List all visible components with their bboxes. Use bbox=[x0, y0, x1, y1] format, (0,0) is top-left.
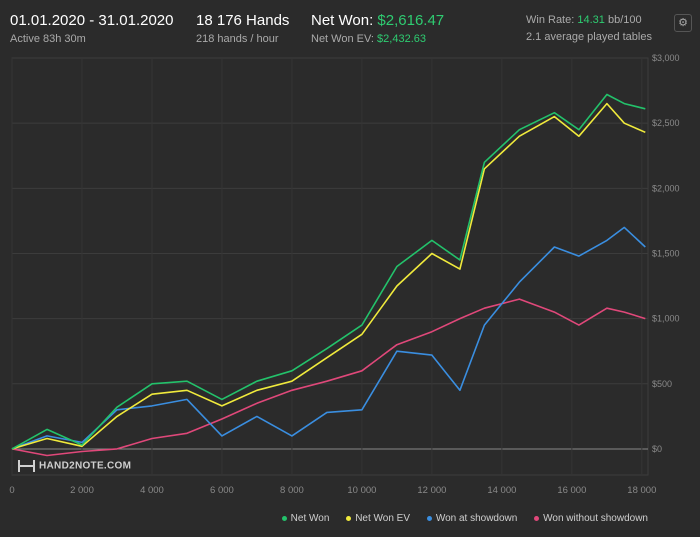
y-tick-label: $2,000 bbox=[652, 183, 680, 193]
x-tick-label: 6 000 bbox=[210, 485, 234, 496]
legend-label: Net Won bbox=[290, 513, 330, 524]
x-tick-label: 14 000 bbox=[487, 485, 516, 496]
x-tick-label: 4 000 bbox=[140, 485, 164, 496]
chart-ticks: $0 $500 $1,000 $1,500 $2,000 $2,500 $3,000 0 2 0… bbox=[9, 53, 679, 496]
y-tick-label: $1,000 bbox=[652, 314, 680, 324]
active-time: Active 83h 30m bbox=[10, 33, 86, 45]
win-rate-label: Win Rate: bbox=[526, 14, 575, 26]
net-won: Net Won: $2,616.47 bbox=[311, 12, 444, 29]
legend-item-net-won[interactable]: Net Won bbox=[281, 513, 330, 524]
win-rate-unit: bb/100 bbox=[607, 14, 642, 26]
y-tick-label: $0 bbox=[652, 444, 662, 454]
y-tick-label: $500 bbox=[652, 379, 672, 389]
legend-label: Won without showdown bbox=[543, 513, 648, 524]
chart-legend: Net Won Net Won EV Won at showdown Won w… bbox=[268, 513, 648, 524]
won-at-showdown-line bbox=[11, 226, 646, 450]
net-won-ev: Net Won EV: $2,432.63 bbox=[311, 33, 426, 45]
logo-text: HAND2NOTE.COM bbox=[39, 460, 132, 472]
net-won-label: Net Won: bbox=[311, 12, 374, 29]
legend-label: Won at showdown bbox=[435, 513, 518, 524]
x-tick-label: 10 000 bbox=[347, 485, 376, 496]
legend-item-net-won-ev[interactable]: Net Won EV bbox=[346, 513, 410, 524]
net-won-ev-label: Net Won EV: bbox=[311, 33, 374, 45]
hands-count: 18 176 Hands bbox=[196, 12, 290, 29]
x-tick-label: 12 000 bbox=[417, 485, 446, 496]
y-tick-label: $2,500 bbox=[652, 118, 680, 128]
legend-label: Net Won EV bbox=[355, 513, 411, 524]
win-rate: Win Rate: 14.31 bb/100 bbox=[526, 14, 642, 26]
chart-lines bbox=[11, 93, 646, 457]
gear-icon[interactable]: ⚙ bbox=[674, 14, 692, 32]
legend-item-won-without-showdown[interactable]: Won without showdown bbox=[534, 513, 648, 524]
logo-mark-icon bbox=[18, 460, 35, 472]
net-won-ev-value: $2,432.63 bbox=[377, 33, 426, 45]
net-won-line bbox=[11, 93, 646, 450]
x-tick-label: 2 000 bbox=[70, 485, 94, 496]
hand2note-logo: HAND2NOTE.COM bbox=[18, 460, 131, 472]
net-won-ev-line bbox=[11, 102, 646, 450]
date-range: 01.01.2020 - 31.01.2020 bbox=[10, 12, 174, 29]
x-tick-label: 8 000 bbox=[280, 485, 304, 496]
won-without-showdown-line bbox=[11, 298, 646, 457]
hands-per-hour: 218 hands / hour bbox=[196, 33, 279, 45]
avg-tables: 2.1 average played tables bbox=[526, 31, 652, 43]
stats-header: 01.01.2020 - 31.01.2020 Active 83h 30m 1… bbox=[0, 0, 700, 56]
net-won-value: $2,616.47 bbox=[377, 12, 445, 29]
x-tick-label: 0 bbox=[9, 485, 14, 496]
x-tick-label: 16 000 bbox=[557, 485, 586, 496]
y-tick-label: $1,500 bbox=[652, 248, 680, 258]
legend-item-won-at-showdown[interactable]: Won at showdown bbox=[426, 513, 518, 524]
x-tick-label: 18 000 bbox=[627, 485, 656, 496]
win-rate-value: 14.31 bbox=[577, 14, 605, 26]
y-tick-label: $3,000 bbox=[652, 53, 680, 63]
